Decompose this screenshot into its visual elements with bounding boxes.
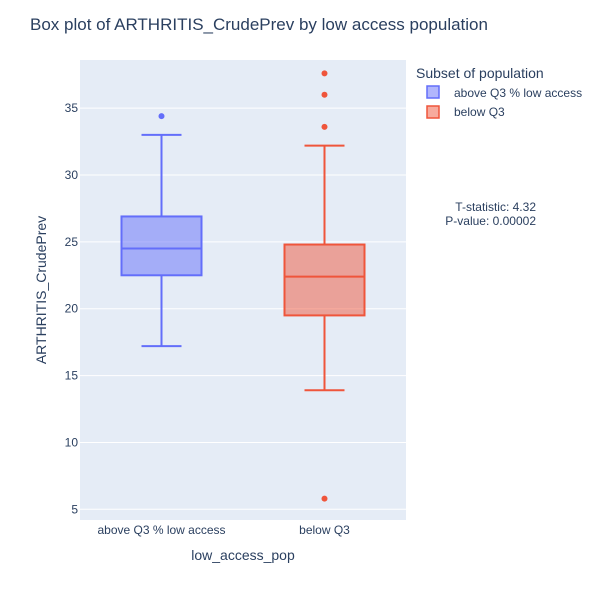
- iqr-box: [120, 215, 203, 277]
- legend-label-below-q3: below Q3: [454, 105, 505, 119]
- legend-item-above-q3[interactable]: above Q3 % low access: [426, 85, 582, 100]
- y-tick-label: 15: [65, 369, 79, 383]
- y-tick-labels: 5 10 15 20 25 30 35: [65, 101, 79, 516]
- chart-title: Box plot of ARTHRITIS_CrudePrev by low a…: [30, 15, 488, 34]
- boxes: [120, 70, 366, 502]
- statistics-annotation: T-statistic: 4.32 P-value: 0.00002: [445, 200, 536, 228]
- y-tick-label: 25: [65, 235, 79, 249]
- y-axis-title: ARTHRITIS_CrudePrev: [33, 216, 49, 364]
- p-value-text: P-value: 0.00002: [445, 214, 536, 228]
- legend-swatch-above-q3: [426, 85, 440, 99]
- grid-lines: [80, 107, 406, 510]
- t-statistic-text: T-statistic: 4.32: [455, 200, 536, 214]
- outlier-point: [321, 91, 328, 98]
- box-below-q3[interactable]: [283, 70, 366, 502]
- y-tick-label: 20: [65, 302, 79, 316]
- x-tick-label: below Q3: [299, 523, 350, 537]
- legend-title: Subset of population: [416, 65, 544, 81]
- legend-swatch-below-q3: [426, 105, 440, 119]
- legend-label-above-q3: above Q3 % low access: [454, 86, 582, 100]
- x-axis-title: low_access_pop: [191, 547, 295, 563]
- outlier-point: [321, 70, 328, 77]
- y-tick-label: 10: [65, 435, 79, 449]
- outlier-point: [158, 113, 165, 120]
- y-tick-label: 30: [65, 168, 79, 182]
- legend: Subset of population above Q3 % low acce…: [416, 65, 582, 119]
- x-tick-label: above Q3 % low access: [97, 523, 225, 537]
- iqr-box: [283, 243, 366, 317]
- legend-item-below-q3[interactable]: below Q3: [426, 105, 505, 119]
- y-tick-label: 5: [71, 502, 78, 516]
- outlier-point: [321, 495, 328, 502]
- x-tick-labels: above Q3 % low access below Q3: [97, 523, 350, 537]
- outlier-point: [321, 123, 328, 130]
- box-above-q3-low-access[interactable]: [120, 113, 203, 348]
- y-tick-label: 35: [65, 101, 79, 115]
